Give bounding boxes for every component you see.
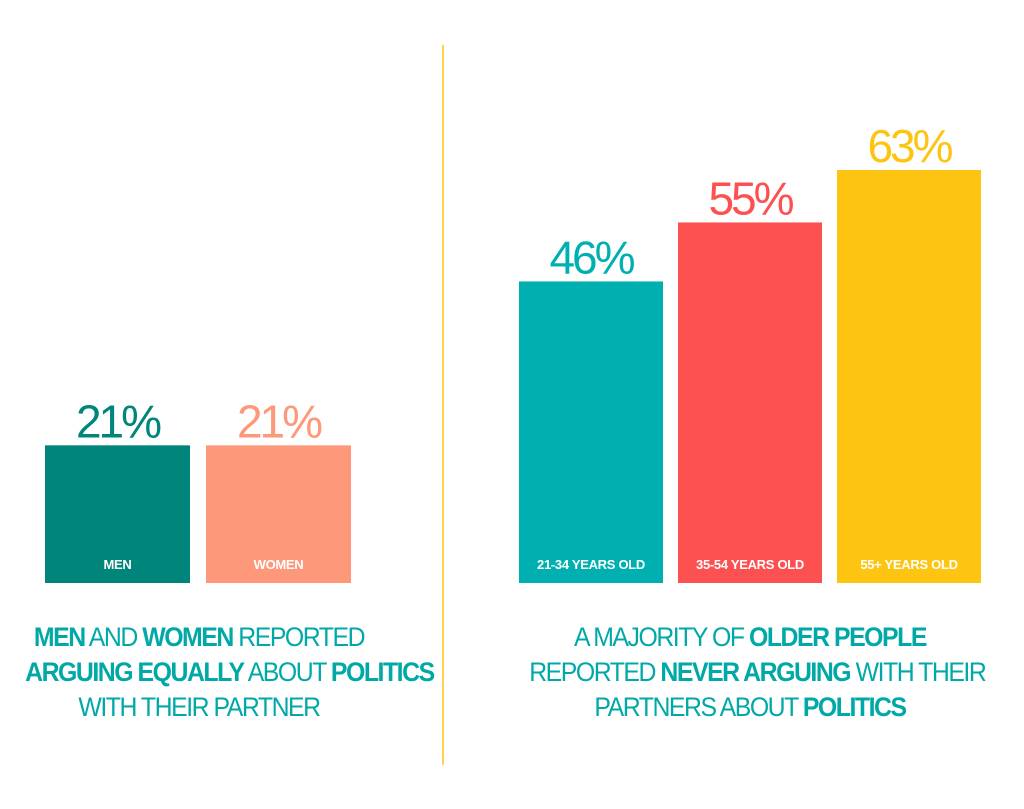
bar-age-21-34	[519, 281, 663, 583]
category-label-age-21-34: 21-34 YEARS OLD	[537, 557, 645, 572]
chart-marks: 21% MEN 21% WOMEN 46% 21-34 YEARS OLD 55% 35-54…	[45, 120, 981, 583]
caption-emphasis: POLITICS	[330, 657, 435, 687]
value-label-age-35-54: 55%	[708, 172, 793, 224]
category-label-men: MEN	[104, 557, 132, 572]
category-label-women: WOMEN	[254, 557, 304, 572]
caption-text: WITH THEIR	[850, 657, 987, 687]
value-label-age-55-plus: 63%	[867, 120, 952, 172]
bar-women	[206, 445, 351, 583]
caption-text: PARTNERS ABOUT	[594, 692, 803, 722]
caption-line: MEN AND WOMEN REPORTED	[25, 620, 373, 655]
caption-text: REPORTED	[232, 622, 365, 652]
caption-line: REPORTED NEVER ARGUING WITH THEIR	[529, 655, 987, 690]
caption-emphasis: MEN	[33, 622, 86, 652]
caption-emphasis: NEVER ARGUING	[660, 657, 851, 687]
left-caption: MEN AND WOMEN REPORTED ARGUING EQUALLY AB…	[25, 620, 435, 725]
caption-emphasis: POLITICS	[802, 692, 907, 722]
caption-text: WITH THEIR PARTNER	[78, 692, 321, 722]
value-label-women: 21%	[237, 395, 322, 447]
caption-emphasis: OLDER PEOPLE	[748, 622, 927, 652]
caption-text: REPORTED	[529, 657, 661, 687]
caption-line: WITH THEIR PARTNER	[25, 690, 373, 725]
bar-men	[45, 445, 190, 583]
caption-emphasis: WOMEN	[142, 622, 234, 652]
caption-emphasis: ARGUING EQUALLY	[25, 657, 245, 687]
caption-text: AND	[84, 622, 143, 652]
caption-line: A MAJORITY OF OLDER PEOPLE	[529, 620, 971, 655]
caption-line: PARTNERS ABOUT POLITICS	[529, 690, 971, 725]
bar-age-35-54	[678, 222, 822, 583]
category-label-age-55-plus: 55+ YEARS OLD	[860, 557, 957, 572]
right-caption: A MAJORITY OF OLDER PEOPLE REPORTED NEVER…	[529, 620, 987, 725]
value-label-men: 21%	[76, 395, 161, 447]
caption-line: ARGUING EQUALLY ABOUT POLITICS	[25, 655, 435, 690]
bar-age-55-plus	[837, 170, 981, 583]
caption-text: A MAJORITY OF	[574, 622, 749, 652]
caption-text: ABOUT	[243, 657, 331, 687]
category-label-age-35-54: 35-54 YEARS OLD	[696, 557, 804, 572]
value-label-age-21-34: 46%	[549, 231, 634, 283]
